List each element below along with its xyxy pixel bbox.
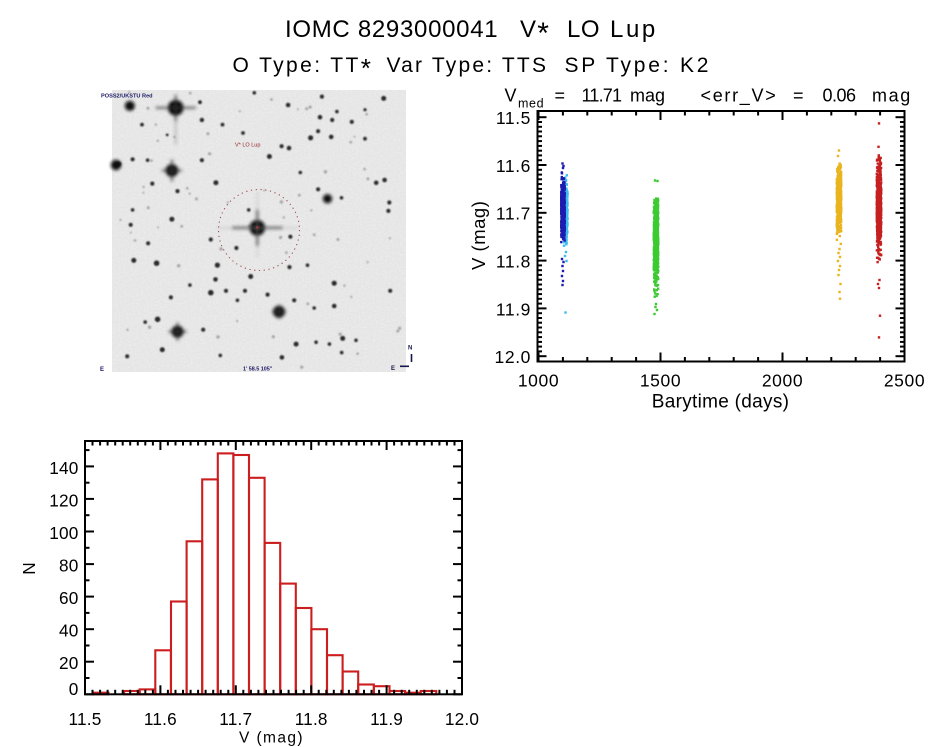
svg-text:E: E xyxy=(391,366,395,372)
svg-text:=: = xyxy=(793,85,804,105)
svg-text:mag: mag xyxy=(872,85,912,105)
svg-text:V (mag): V (mag) xyxy=(239,729,304,746)
svg-text:0: 0 xyxy=(69,679,79,699)
svg-text:12.0: 12.0 xyxy=(445,709,479,729)
svg-text:120: 120 xyxy=(49,490,78,510)
svg-text:11.7: 11.7 xyxy=(219,709,252,729)
svg-text:Barytime (days): Barytime (days) xyxy=(652,391,790,412)
svg-text:11.6: 11.6 xyxy=(496,156,531,176)
svg-text:1' 58.5 105": 1' 58.5 105" xyxy=(243,367,273,373)
svg-text:E: E xyxy=(100,367,104,373)
svg-text:=: = xyxy=(555,85,566,105)
svg-text:11.9: 11.9 xyxy=(370,709,403,729)
svg-text:11.8: 11.8 xyxy=(496,252,531,272)
svg-text:140: 140 xyxy=(49,458,78,478)
svg-text:11.9: 11.9 xyxy=(496,299,531,319)
svg-text:V (mag): V (mag) xyxy=(468,201,489,270)
svg-text:V* LO Lup: V* LO Lup xyxy=(235,143,260,149)
svg-text:11.6: 11.6 xyxy=(144,709,177,729)
svg-text:POSS2/UKSTU Red: POSS2/UKSTU Red xyxy=(101,94,153,100)
svg-text:11.5: 11.5 xyxy=(69,709,102,729)
svg-text:11.71: 11.71 xyxy=(582,85,622,105)
svg-text:11.7: 11.7 xyxy=(496,204,531,224)
svg-text:med: med xyxy=(518,97,544,111)
svg-text:V: V xyxy=(505,85,517,105)
svg-text:11.8: 11.8 xyxy=(295,709,328,729)
svg-text:1500: 1500 xyxy=(640,371,681,391)
svg-text:80: 80 xyxy=(59,556,79,576)
svg-text:100: 100 xyxy=(49,523,78,543)
svg-text:N: N xyxy=(19,562,39,574)
svg-text:20: 20 xyxy=(59,653,79,673)
svg-text:mag: mag xyxy=(630,85,665,105)
svg-text:2000: 2000 xyxy=(762,371,803,391)
svg-text:11.5: 11.5 xyxy=(496,108,531,128)
svg-text:0.06: 0.06 xyxy=(823,85,857,105)
svg-text:2500: 2500 xyxy=(884,371,925,391)
svg-text:<err_V>: <err_V> xyxy=(701,85,778,106)
svg-text:40: 40 xyxy=(59,621,79,641)
svg-text:60: 60 xyxy=(59,588,79,608)
svg-text:12.0: 12.0 xyxy=(495,347,531,367)
svg-text:N: N xyxy=(408,346,412,352)
svg-text:1000: 1000 xyxy=(518,371,559,391)
